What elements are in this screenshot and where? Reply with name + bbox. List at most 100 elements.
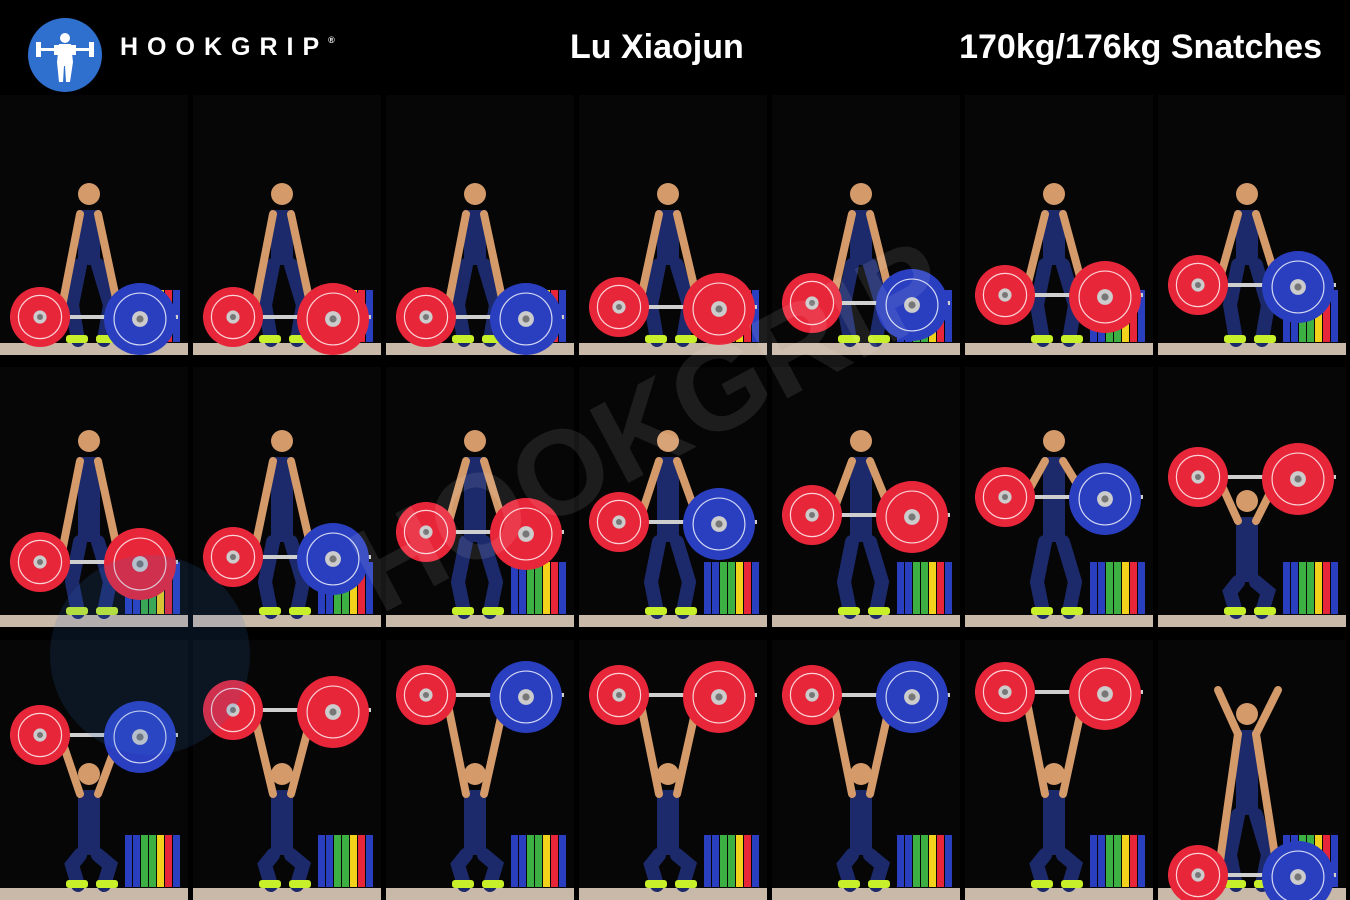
plate-front-icon [876,661,948,733]
shoe-icon [259,335,281,343]
barbell [589,488,757,560]
plate-front-icon [490,661,562,733]
plate-front-icon [490,283,562,355]
plate-front-icon [876,269,948,341]
sequence-frame [965,367,1153,627]
sequence-frame [1158,367,1346,627]
barbell [203,283,371,355]
sequence-frame [772,640,960,900]
plate-front-icon [1069,658,1141,730]
shoe-icon [259,607,281,615]
sequence-frame [1158,95,1346,355]
sequence-frame [386,95,574,355]
sequence-frame [0,367,188,627]
plate-red-icon [782,485,842,545]
plate-red-icon [396,665,456,725]
sequence-row-1 [0,95,1350,355]
sequence-frame [386,640,574,900]
shoe-icon [1254,607,1276,615]
barbell [975,658,1143,730]
sequence-frame [579,367,767,627]
lifter-figure [828,430,896,619]
plate-red-icon [1168,255,1228,315]
barbell [10,528,178,600]
lifter-figure [828,691,896,892]
sequence-frame [0,95,188,355]
sequence-frame [772,367,960,627]
barbell [1168,251,1336,323]
shoe-icon [1061,880,1083,888]
shoe-icon [1061,607,1083,615]
barbell [203,676,371,748]
barbell [589,273,757,345]
plate-front-icon [1069,261,1141,333]
shoe-icon [1031,880,1053,888]
plate-red-icon [782,665,842,725]
shoe-icon [1224,880,1246,888]
plate-red-icon [203,287,263,347]
shoe-icon [96,880,118,888]
shoe-icon [482,607,504,615]
barbell [396,283,564,355]
sequence-frame [1158,640,1346,900]
barbell [10,283,178,355]
plate-red-icon [589,665,649,725]
shoe-icon [675,335,697,343]
barbell [782,269,950,341]
sequence-frame [0,640,188,900]
plate-front-icon [297,676,369,748]
lifter-figure [56,430,124,619]
brand-name: HOOKGRIP® [120,33,335,61]
plate-front-icon [104,701,176,773]
shoe-icon [1224,335,1246,343]
athlete-name: Lu Xiaojun [570,28,744,66]
plate-red-icon [589,492,649,552]
shoe-icon [259,880,281,888]
plate-front-icon [1262,841,1334,900]
barbell [396,498,564,570]
shoe-icon [645,880,667,888]
barbell [1168,841,1336,900]
plate-red-icon [396,502,456,562]
shoe-icon [675,607,697,615]
plate-front-icon [683,273,755,345]
plate-front-icon [683,661,755,733]
plate-red-icon [10,532,70,592]
shoe-icon [289,880,311,888]
barbell [782,661,950,733]
sequence-frame [386,367,574,627]
sequence-frame [193,95,381,355]
plate-red-icon [203,527,263,587]
shoe-icon [868,335,890,343]
shoe-icon [452,335,474,343]
sequence-frame [965,95,1153,355]
plate-front-icon [683,488,755,560]
sequence-frame [579,640,767,900]
sequence-grid [0,95,1350,900]
plate-front-icon [1262,251,1334,323]
plate-red-icon [975,467,1035,527]
plate-front-icon [297,523,369,595]
sequence-frame [579,95,767,355]
shoe-icon [1224,607,1246,615]
plate-red-icon [782,273,842,333]
shoe-icon [1254,335,1276,343]
plate-red-icon [1168,845,1228,900]
barbell [975,463,1143,535]
shoe-icon [66,335,88,343]
barbell [589,661,757,733]
shoe-icon [838,880,860,888]
shoe-icon [66,607,88,615]
plate-red-icon [975,265,1035,325]
plate-front-icon [490,498,562,570]
sequence-row-3 [0,640,1350,900]
plate-front-icon [1069,463,1141,535]
plate-front-icon [104,528,176,600]
barbell [396,661,564,733]
shoe-icon [1031,335,1053,343]
shoe-icon [868,607,890,615]
plate-red-icon [203,680,263,740]
plate-red-icon [396,287,456,347]
shoe-icon [452,880,474,888]
plate-red-icon [589,277,649,337]
